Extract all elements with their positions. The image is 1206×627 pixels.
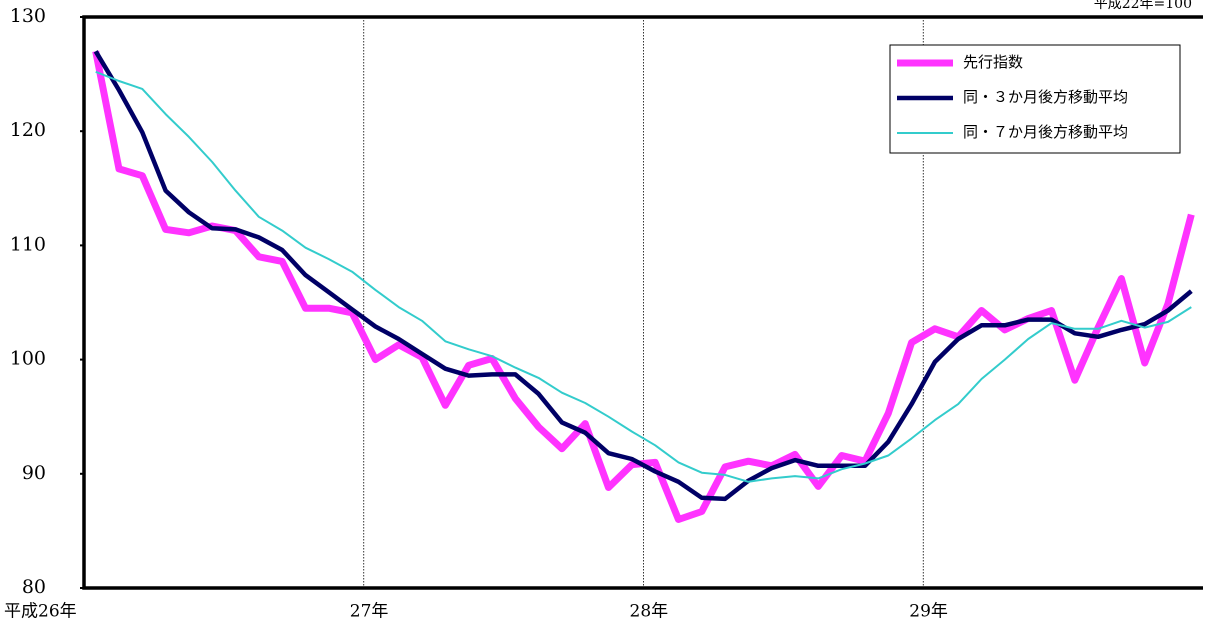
y-tick-label: 130 bbox=[10, 5, 46, 27]
legend-label: 同・７か月後方移動平均 bbox=[963, 123, 1128, 141]
subtitle: 平成22年=100 bbox=[1094, 0, 1192, 12]
legend-label: 先行指数 bbox=[963, 53, 1023, 71]
y-tick-label: 110 bbox=[10, 233, 46, 255]
x-tick-label: 28年 bbox=[630, 602, 669, 622]
legend-label: 同・３か月後方移動平均 bbox=[963, 88, 1128, 106]
series-line bbox=[93, 50, 1193, 502]
x-tick-label: 29年 bbox=[909, 602, 948, 622]
x-tick-label: 平成26年 bbox=[4, 602, 77, 622]
series-line bbox=[95, 70, 1192, 483]
y-tick-label: 90 bbox=[22, 462, 46, 484]
y-tick-label: 80 bbox=[22, 576, 46, 598]
y-tick-label: 120 bbox=[10, 119, 46, 141]
y-tick-label: 100 bbox=[10, 348, 46, 370]
x-tick-label: 27年 bbox=[350, 602, 389, 622]
axis-frame bbox=[82, 15, 1203, 590]
